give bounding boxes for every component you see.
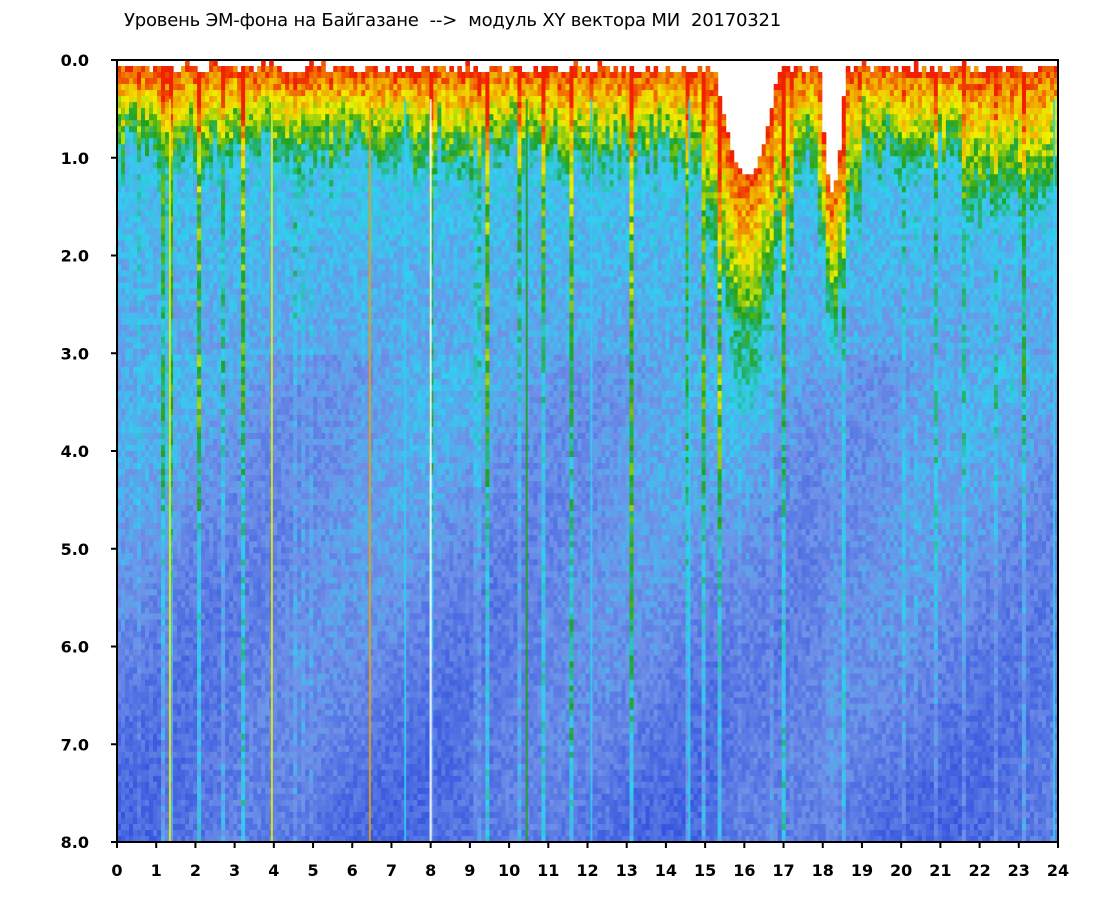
y-tick-label: 3.0	[61, 344, 89, 363]
y-tick-label: 8.0	[61, 833, 89, 852]
y-tick-label: 4.0	[61, 442, 89, 461]
x-tick-label: 24	[1047, 861, 1069, 880]
x-tick-label: 16	[733, 861, 755, 880]
x-tick-label: 23	[1008, 861, 1030, 880]
x-tick-label: 13	[616, 861, 638, 880]
x-tick-label: 10	[498, 861, 520, 880]
y-tick-label: 1.0	[61, 149, 89, 168]
x-tick-label: 15	[694, 861, 716, 880]
x-tick-label: 6	[347, 861, 358, 880]
x-tick-label: 17	[772, 861, 794, 880]
x-tick-label: 14	[655, 861, 677, 880]
x-tick-label: 5	[307, 861, 318, 880]
x-tick-label: 21	[929, 861, 951, 880]
y-tick-label: 5.0	[61, 540, 89, 559]
chart-title: Уровень ЭМ-фона на Байгазане --> модуль …	[124, 10, 781, 31]
y-tick-label: 0.0	[61, 51, 89, 70]
x-tick-label: 12	[576, 861, 598, 880]
heatmap-area	[117, 60, 1058, 842]
x-tick-label: 3	[229, 861, 240, 880]
y-axis: 0.0 1.0 2.0 3.0 4.0 5.0 6.0 7.0 8.0	[61, 51, 117, 852]
y-tick-label: 6.0	[61, 638, 89, 657]
x-tick-label: 2	[190, 861, 201, 880]
x-axis: 0 1 2 3 4 5 6 7 8 9 10 11 12 13 14 15 16 17 18 19 20 21 22 23 24	[111, 842, 1069, 880]
x-tick-label: 20	[890, 861, 912, 880]
x-tick-label: 0	[111, 861, 122, 880]
x-tick-label: 8	[425, 861, 436, 880]
x-tick-label: 1	[151, 861, 162, 880]
x-tick-label: 18	[812, 861, 834, 880]
x-tick-label: 7	[386, 861, 397, 880]
y-tick-label: 2.0	[61, 247, 89, 266]
x-tick-label: 19	[851, 861, 873, 880]
x-tick-label: 9	[464, 861, 475, 880]
x-tick-label: 4	[268, 861, 279, 880]
y-tick-label: 7.0	[61, 735, 89, 754]
x-tick-label: 11	[537, 861, 559, 880]
x-tick-label: 22	[968, 861, 990, 880]
